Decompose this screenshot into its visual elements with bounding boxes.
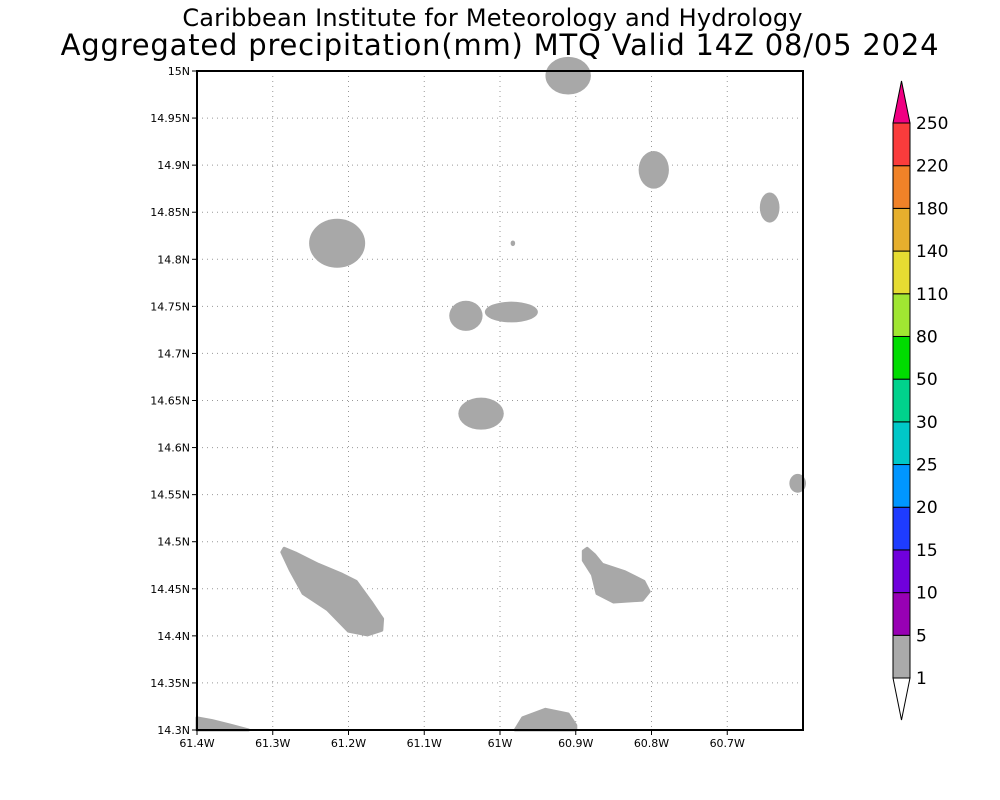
- colorbar-swatch: [892, 207, 911, 252]
- y-tick-label: 14.7N: [157, 347, 190, 360]
- colorbar-label: 220: [916, 157, 948, 177]
- y-tick-label: 15N: [168, 65, 190, 78]
- x-tick-label: 61W: [488, 737, 513, 750]
- colorbar-label: 30: [916, 413, 938, 433]
- precip-area: [545, 56, 591, 95]
- precip-area: [484, 301, 538, 323]
- y-tick-label: 14.4N: [157, 630, 190, 643]
- colorbar-swatch: [892, 506, 911, 551]
- precip-area: [309, 218, 366, 268]
- precip-area: [449, 300, 483, 331]
- y-tick-label: 14.75N: [150, 300, 190, 313]
- x-tick-label: 61.2W: [331, 737, 366, 750]
- x-tick-label: 60.9W: [558, 737, 593, 750]
- y-tick-label: 14.9N: [157, 159, 190, 172]
- precip-area: [510, 240, 516, 247]
- y-tick-label: 14.5N: [157, 536, 190, 549]
- x-tick-label: 61.4W: [179, 737, 214, 750]
- colorbar-swatch: [892, 165, 911, 209]
- x-tick-label: 60.7W: [710, 737, 745, 750]
- colorbar-label: 1: [916, 669, 927, 689]
- colorbar-swatch: [892, 335, 911, 380]
- y-tick-label: 14.85N: [150, 206, 190, 219]
- colorbar-swatch: [892, 549, 911, 594]
- x-tick-label: 61.3W: [255, 737, 290, 750]
- colorbar-swatch: [892, 122, 911, 167]
- y-tick-label: 14.6N: [157, 442, 190, 455]
- colorbar-swatch: [892, 464, 911, 508]
- colorbar-label: 5: [916, 626, 927, 646]
- colorbar-swatch: [892, 421, 911, 466]
- colorbar-swatch: [892, 592, 911, 636]
- colorbar-label: 250: [916, 114, 948, 134]
- title-line1: Caribbean Institute for Meteorology and …: [182, 4, 803, 32]
- colorbar-swatch: [892, 378, 911, 423]
- colorbar-arrow-low: [892, 677, 911, 721]
- precip-area: [638, 151, 669, 189]
- precip-area: [759, 192, 780, 223]
- colorbar-swatch: [892, 293, 911, 337]
- precip-area: [280, 546, 385, 637]
- colorbar-label: 25: [916, 456, 938, 476]
- colorbar-label: 15: [916, 541, 938, 561]
- colorbar-arrow-high: [892, 80, 911, 124]
- y-tick-label: 14.45N: [150, 583, 190, 596]
- colorbar-swatch: [892, 250, 911, 295]
- colorbar-label: 140: [916, 242, 948, 262]
- precip-area: [789, 473, 807, 493]
- grid-lines: [197, 71, 803, 730]
- y-tick-label: 14.55N: [150, 489, 190, 502]
- precipitation-areas: [195, 56, 807, 732]
- y-tick-label: 14.65N: [150, 395, 190, 408]
- axis-ticks: 14.3N 14.35N 14.4N 14.45N 14.5N 14.55N 14.6N 14…: [150, 65, 745, 750]
- title-line2: Aggregated precipitation(mm) MTQ Valid 1…: [60, 28, 940, 62]
- x-tick-label: 61.1W: [407, 737, 442, 750]
- y-tick-label: 14.8N: [157, 253, 190, 266]
- precip-area: [458, 397, 504, 430]
- colorbar-swatch: [892, 634, 911, 679]
- colorbar-label: 50: [916, 370, 938, 390]
- y-tick-label: 14.3N: [157, 724, 190, 737]
- colorbar-label: 20: [916, 498, 938, 518]
- x-tick-label: 60.8W: [634, 737, 669, 750]
- colorbar-label: 180: [916, 199, 948, 219]
- colorbar-label: 10: [916, 584, 938, 604]
- y-tick-label: 14.35N: [150, 677, 190, 690]
- colorbar-label: 80: [916, 327, 938, 347]
- precip-area: [581, 546, 651, 604]
- y-tick-label: 14.95N: [150, 112, 190, 125]
- colorbar-label: 110: [916, 285, 948, 305]
